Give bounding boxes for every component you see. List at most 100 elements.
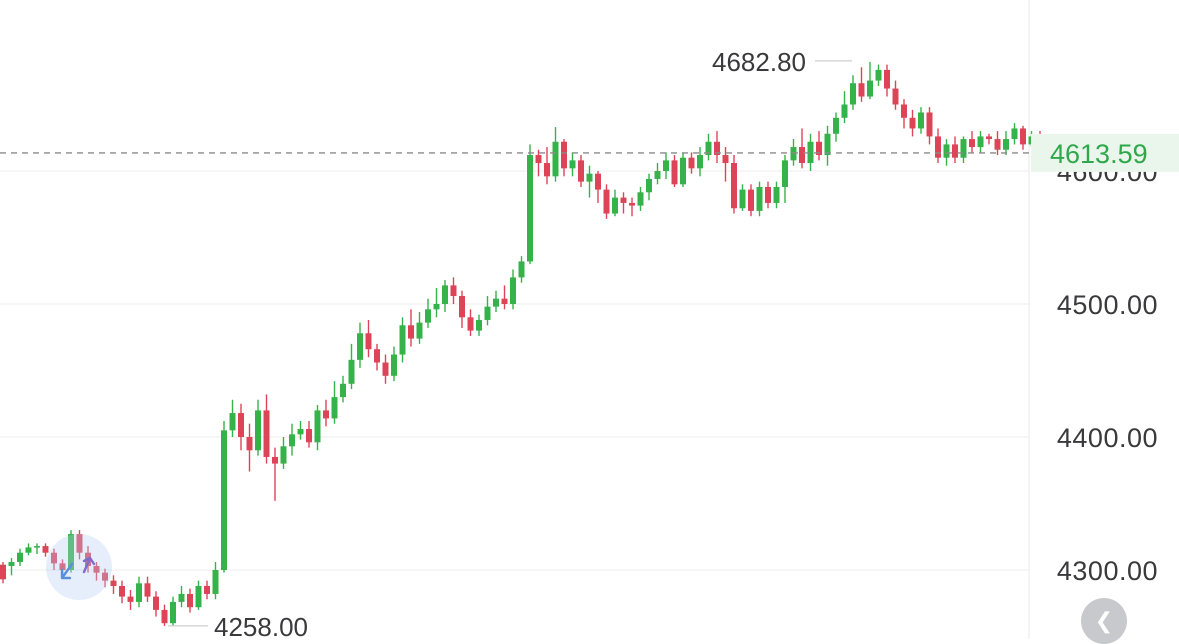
candle (654, 163, 661, 185)
candle-body (110, 580, 117, 586)
candle (289, 423, 295, 456)
candle (425, 298, 431, 328)
high-marker: 4682.80 (712, 47, 852, 77)
candle (867, 61, 873, 100)
candle-body (918, 112, 924, 129)
candle (756, 181, 763, 217)
candle-body (331, 397, 338, 419)
candle (901, 99, 907, 129)
candle (612, 189, 618, 217)
candle (722, 147, 729, 182)
candle (595, 171, 601, 203)
candle (705, 133, 712, 161)
candle (765, 181, 771, 209)
candle (544, 147, 550, 185)
candle (816, 131, 822, 161)
candle (195, 580, 202, 610)
candle-body (892, 88, 899, 105)
candle (1020, 125, 1026, 150)
candle (170, 596, 176, 626)
y-tick-label: 4500.00 (1057, 290, 1158, 320)
candle-body (569, 160, 576, 169)
candle-body (391, 354, 397, 376)
candles (0, 61, 1052, 626)
candle (646, 173, 652, 201)
candle-body (629, 202, 635, 206)
candle-body (986, 136, 992, 140)
candle (773, 181, 780, 209)
candle-body (748, 189, 754, 211)
y-tick-label: 4300.00 (1057, 556, 1158, 586)
candle (348, 343, 355, 390)
candle-body (59, 563, 66, 570)
candle (1011, 123, 1018, 145)
candle-body (476, 319, 482, 331)
candle (952, 136, 958, 164)
candle-body (901, 104, 907, 118)
candle (926, 107, 933, 145)
candle (119, 580, 125, 604)
y-tick-label: 4400.00 (1057, 423, 1158, 453)
current-price-label: 4613.59 (1050, 139, 1148, 169)
candle-body (790, 147, 797, 161)
candle (739, 184, 746, 211)
candle-body (195, 585, 202, 608)
candle-body (875, 69, 882, 81)
candle (416, 311, 423, 344)
candle (178, 585, 185, 608)
candle (110, 575, 117, 594)
candle (144, 576, 151, 602)
candle (994, 131, 1001, 156)
candle (680, 152, 686, 187)
candle-body (93, 566, 100, 573)
buy-sell-arrows-icon (60, 556, 96, 580)
candle (136, 576, 142, 608)
candle-body (620, 197, 627, 203)
candle-body (246, 437, 253, 451)
candle-body (8, 562, 15, 567)
candle-body (731, 163, 737, 209)
candle (637, 186, 644, 211)
candle-body (884, 69, 890, 89)
candle-body (612, 197, 618, 214)
candle-body (756, 186, 763, 211)
candle-body (323, 410, 329, 419)
trade-marker-badge[interactable] (46, 534, 112, 600)
candle (365, 319, 372, 358)
candle (578, 155, 584, 187)
candle-body (578, 160, 584, 182)
candle-body (178, 593, 185, 602)
gridlines (0, 170, 1029, 571)
candle-body (1020, 128, 1026, 145)
candle-body (518, 261, 525, 278)
candle-body (722, 155, 729, 164)
candle (306, 421, 312, 448)
candle (527, 144, 533, 265)
candle-body (850, 83, 856, 105)
candle (977, 131, 984, 153)
candle (442, 280, 448, 312)
candle-body (688, 157, 695, 169)
candle-body (425, 309, 431, 323)
candle (204, 580, 210, 600)
candle-body (340, 383, 346, 398)
candle-body (374, 349, 380, 363)
candle (909, 109, 916, 137)
candle-body (136, 583, 142, 602)
candle-body (646, 178, 652, 193)
candle-body (255, 410, 261, 451)
candle-body (935, 136, 941, 158)
candle-body (552, 141, 559, 177)
candle-body (493, 298, 499, 307)
collapse-k-button[interactable]: ❮ (1081, 598, 1127, 644)
candle-body (501, 298, 508, 304)
candle (731, 155, 737, 214)
candle (161, 604, 168, 626)
candle-body (586, 173, 593, 182)
candle-body (807, 141, 814, 164)
candle (221, 421, 227, 573)
candle (850, 75, 856, 110)
candle (76, 530, 83, 560)
